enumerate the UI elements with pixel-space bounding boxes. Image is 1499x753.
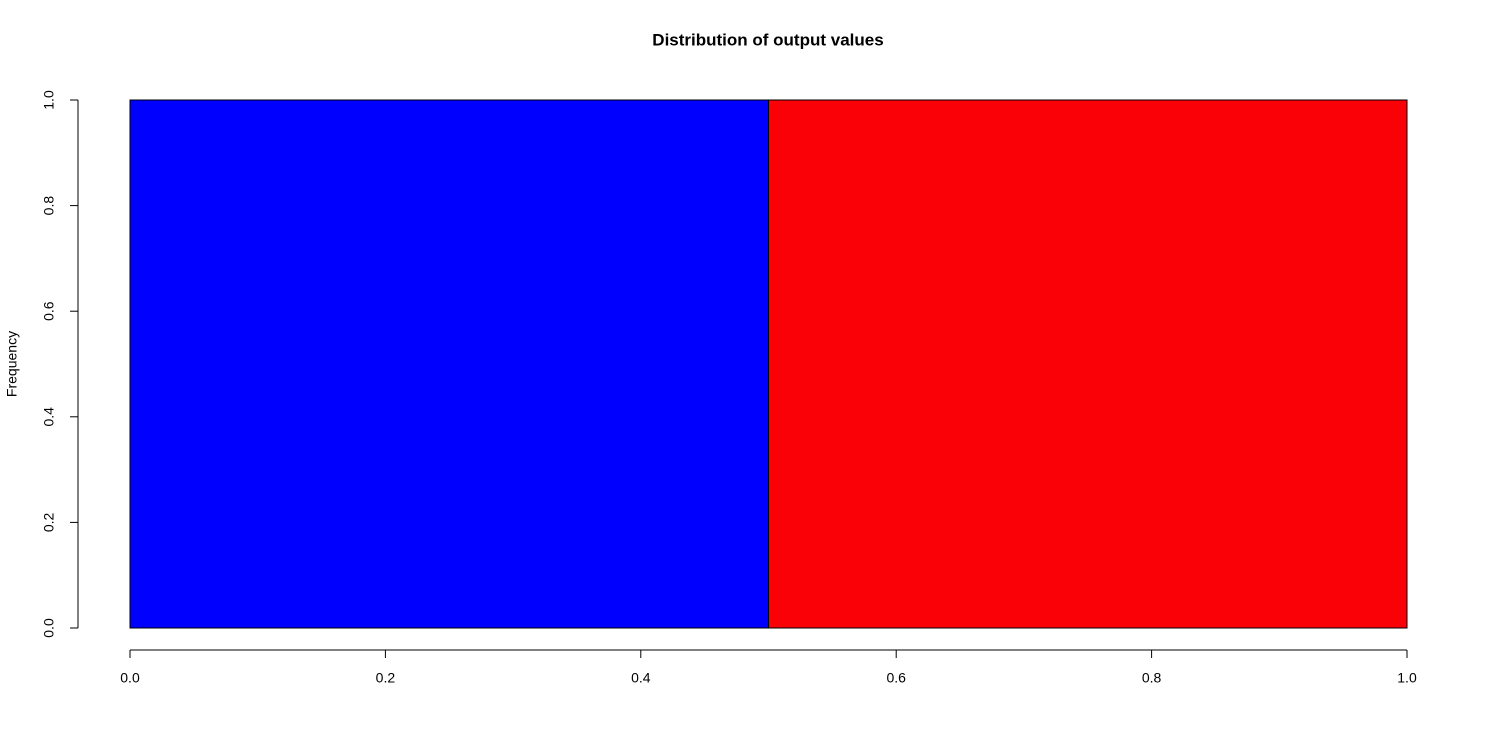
x-tick-label: 1.0 <box>1397 670 1417 686</box>
x-tick-label: 0.6 <box>886 670 906 686</box>
bar <box>768 99 1408 629</box>
y-tick-label: 0.0 <box>41 618 57 638</box>
y-tick-label: 0.4 <box>41 407 57 427</box>
y-tick-label: 0.6 <box>41 301 57 321</box>
x-tick-label: 0.2 <box>376 670 396 686</box>
y-tick-label: 1.0 <box>41 90 57 110</box>
x-tick-label: 0.4 <box>631 670 651 686</box>
y-axis-label: Frequency <box>4 331 20 397</box>
y-tick-label: 0.2 <box>41 512 57 532</box>
x-tick-label: 0.0 <box>120 670 140 686</box>
chart-title: Distribution of output values <box>652 30 883 49</box>
y-tick-label: 0.8 <box>41 196 57 216</box>
x-tick-label: 0.8 <box>1142 670 1162 686</box>
bar <box>129 99 769 629</box>
